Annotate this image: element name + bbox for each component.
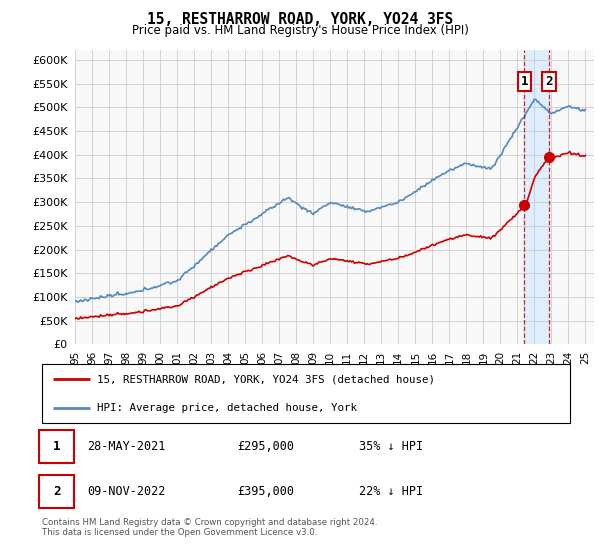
Text: Price paid vs. HM Land Registry's House Price Index (HPI): Price paid vs. HM Land Registry's House … [131,24,469,36]
Text: 28-MAY-2021: 28-MAY-2021 [87,440,165,453]
Text: 2: 2 [53,485,60,498]
Text: 15, RESTHARROW ROAD, YORK, YO24 3FS (detached house): 15, RESTHARROW ROAD, YORK, YO24 3FS (det… [97,374,436,384]
Text: 35% ↓ HPI: 35% ↓ HPI [359,440,423,453]
Text: 22% ↓ HPI: 22% ↓ HPI [359,485,423,498]
FancyBboxPatch shape [40,431,74,463]
Text: 2: 2 [545,75,553,88]
Bar [524,50,549,344]
Text: HPI: Average price, detached house, York: HPI: Average price, detached house, York [97,403,358,413]
Text: £295,000: £295,000 [238,440,295,453]
Text: £395,000: £395,000 [238,485,295,498]
FancyBboxPatch shape [40,475,74,507]
Text: 09-NOV-2022: 09-NOV-2022 [87,485,165,498]
Text: 1: 1 [521,75,528,88]
Text: 15, RESTHARROW ROAD, YORK, YO24 3FS: 15, RESTHARROW ROAD, YORK, YO24 3FS [147,12,453,27]
Text: Contains HM Land Registry data © Crown copyright and database right 2024.
This d: Contains HM Land Registry data © Crown c… [42,518,377,538]
Text: 1: 1 [53,440,60,453]
